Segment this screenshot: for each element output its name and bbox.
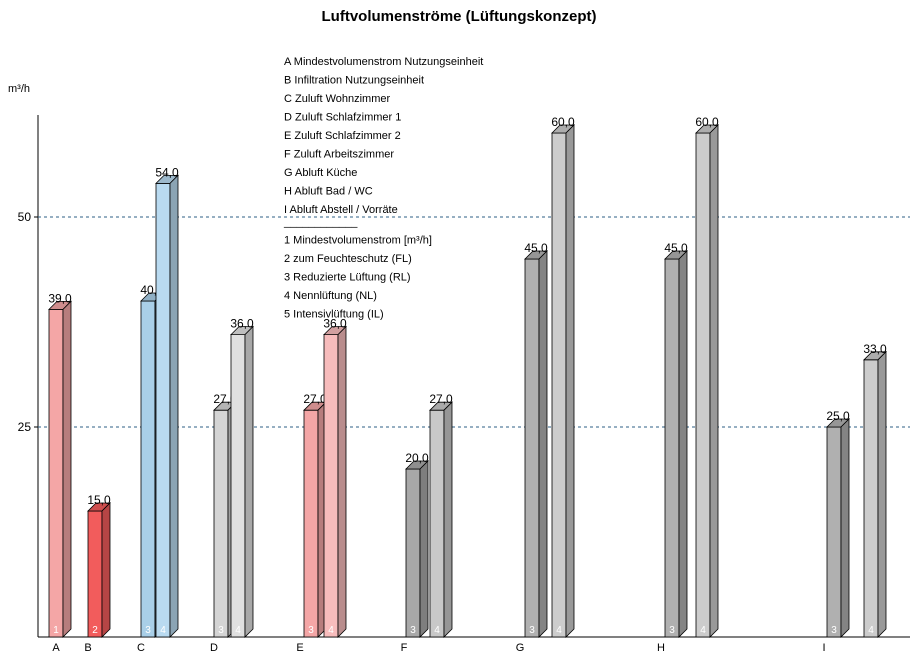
bar-B-2-index-label: 2 (92, 625, 98, 636)
legend-series-item-1: 1 Mindestvolumenstrom [m³/h] (284, 235, 432, 247)
x-tick-label-B: B (84, 642, 91, 653)
bar-C-4-value-label: 54,0 (155, 165, 179, 179)
bar-H-4-index-label: 4 (700, 625, 706, 636)
chart-title: Luftvolumenströme (Lüftungskonzept) (321, 8, 597, 25)
bar-I-4-value-label: 33,0 (863, 342, 887, 356)
bar-H-3-index-label: 3 (669, 625, 675, 636)
bar-A-1-front (48, 308, 64, 638)
bar-F-3-front (405, 468, 421, 638)
bar-E-4-front (323, 334, 339, 638)
bar-F-3-value-label: 20,0 (405, 451, 429, 465)
y-tick-label-50: 50 (18, 210, 32, 224)
legend-item-5: F Zuluft Arbeitszimmer (284, 149, 394, 161)
legend-series-item-3: 3 Reduzierte Lüftung (RL) (284, 272, 411, 284)
bar-H-3-value-label: 45,0 (664, 241, 688, 255)
bar-G-3-front (524, 258, 540, 638)
bar-C-4-front (155, 182, 171, 638)
bar-G-4-front (551, 132, 567, 638)
bar-B-2-front (87, 510, 103, 638)
bar-D-4-index-label: 4 (235, 625, 241, 636)
bar-E-4-index-label: 4 (328, 625, 334, 636)
bar-E-3-index-label: 3 (308, 625, 314, 636)
bar-G-4-index-label: 4 (556, 625, 562, 636)
bar-G-4-value-label: 60,0 (551, 115, 575, 129)
bar-H-3-front (664, 258, 680, 638)
bar-C-3-index-label: 3 (145, 625, 151, 636)
bar-I-3-side (840, 418, 850, 638)
bar-H-4-side (709, 124, 719, 638)
bar-D-3-front (213, 409, 229, 638)
bar-F-3-index-label: 3 (410, 625, 416, 636)
x-tick-label-F: F (401, 642, 408, 653)
bar-F-4-value-label: 27,0 (429, 392, 453, 406)
legend-series-item-4: 4 Nennlüftung (NL) (284, 290, 377, 302)
bar-H-4-value-label: 60,0 (695, 115, 719, 129)
legend-series-item-2: 2 zum Feuchteschutz (FL) (284, 253, 412, 265)
bar-C-4-index-label: 4 (160, 625, 166, 636)
legend-item-4: E Zuluft Schlafzimmer 2 (284, 130, 401, 142)
x-tick-label-I: I (822, 642, 825, 653)
bar-B-2-value-label: 15,0 (87, 493, 111, 507)
bar-E-3-front (303, 409, 319, 638)
legend-item-2: C Zuluft Wohnzimmer (284, 93, 390, 105)
bar-A-1-index-label: 1 (53, 625, 59, 636)
bar-I-4-side (877, 350, 887, 638)
x-tick-label-H: H (657, 642, 665, 653)
bar-E-3-value-label: 27,0 (303, 392, 327, 406)
x-tick-label-E: E (296, 642, 303, 653)
bar-G-3-side (538, 250, 548, 638)
bar-I-3-front (826, 426, 842, 638)
bar-I-4-index-label: 4 (868, 625, 874, 636)
bar-G-4-side (565, 124, 575, 638)
bar-I-3-index-label: 3 (831, 625, 837, 636)
bar-F-4-front (429, 409, 445, 638)
bar-E-4-value-label: 36,0 (323, 317, 347, 331)
legend-item-8: I Abluft Abstell / Vorräte (284, 204, 398, 216)
bar-B-2-side (101, 502, 111, 638)
bar-D-4-side (244, 325, 254, 638)
legend-item-7: H Abluft Bad / WC (284, 186, 373, 198)
legend-divider: ____________ (283, 217, 358, 229)
bar-H-4-front (695, 132, 711, 638)
bar-A-1-value-label: 39,0 (48, 291, 72, 305)
x-tick-label-A: A (52, 642, 60, 653)
x-tick-label-G: G (516, 642, 525, 653)
legend-item-6: G Abluft Küche (284, 167, 357, 179)
y-axis-label: m³/h (8, 83, 30, 95)
legend-item-1: B Infiltration Nutzungseinheit (284, 75, 424, 87)
bar-F-3-side (419, 460, 429, 638)
x-tick-label-C: C (137, 642, 145, 653)
bar-D-4-value-label: 36,0 (230, 317, 254, 331)
bar-C-3-front (140, 300, 156, 638)
bar-F-4-side (443, 401, 453, 638)
x-tick-label-D: D (210, 642, 218, 653)
bar-G-3-index-label: 3 (529, 625, 535, 636)
legend-item-3: D Zuluft Schlafzimmer 1 (284, 112, 401, 124)
bar-F-4-index-label: 4 (434, 625, 440, 636)
bar-I-3-value-label: 25,0 (826, 409, 850, 423)
bar-C-4-side (169, 174, 179, 638)
bar-H-3-side (678, 250, 688, 638)
bar-A-1-side (62, 300, 72, 638)
bar-I-4-front (863, 359, 879, 638)
bar-E-4-side (337, 325, 347, 638)
legend-series-item-5: 5 Intensivlüftung (IL) (284, 309, 384, 321)
bar-D-3-index-label: 3 (218, 625, 224, 636)
legend-item-0: A Mindestvolumenstrom Nutzungseinheit (284, 56, 483, 68)
bar-D-4-front (230, 334, 246, 638)
bar-G-3-value-label: 45,0 (524, 241, 548, 255)
y-tick-label-25: 25 (18, 420, 32, 434)
